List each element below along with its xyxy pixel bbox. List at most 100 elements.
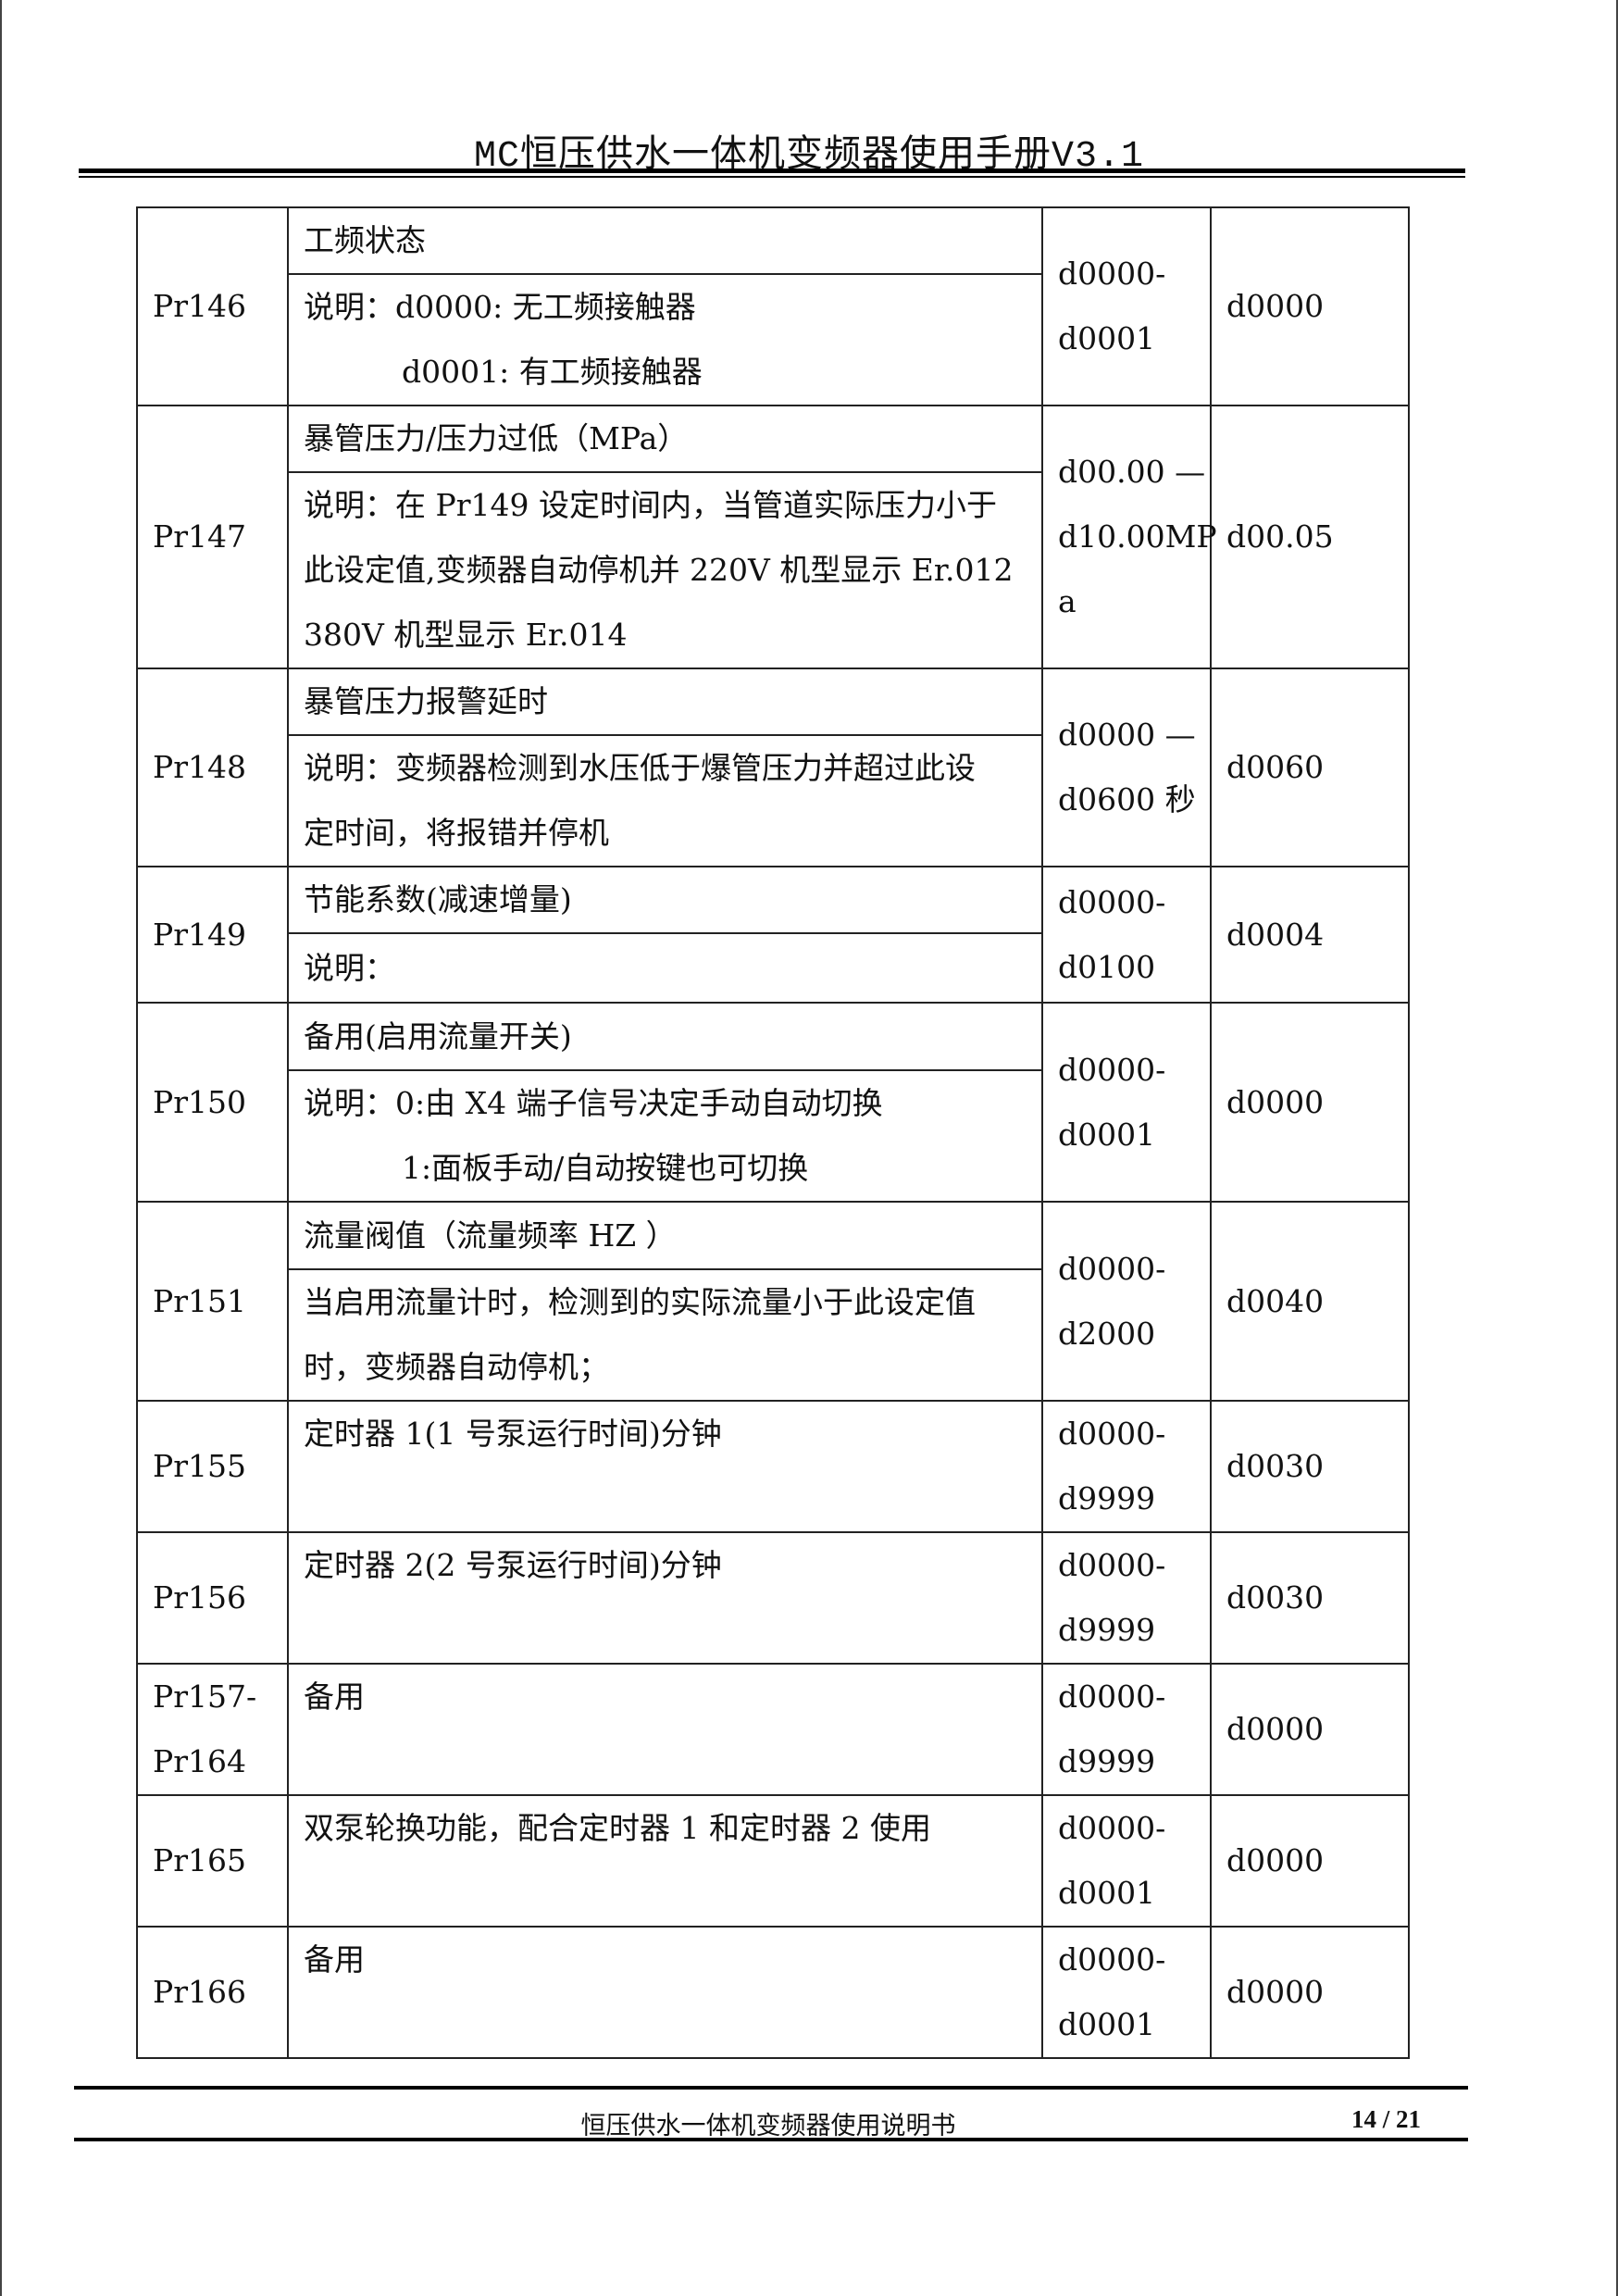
description-cell: 说明：0:由 X4 端子信号决定手动自动切换 1:面板手动/自动按键也可切换 (287, 1069, 1043, 1203)
default-cell: d0030 (1210, 1531, 1410, 1665)
range-line: d0000- (1058, 1678, 1166, 1715)
table-row: Pr156 定时器 2(2 号泵运行时间)分钟 d0000- d9999 d0030 (136, 1531, 1410, 1665)
footer-title: 恒压供水一体机变频器使用说明书 (580, 2112, 956, 2140)
param-id: Pr151 (153, 1282, 246, 1319)
range-line: d0000- (1058, 1051, 1166, 1088)
range-cell: d0000- d9999 (1041, 1400, 1212, 1533)
range-line: d0000- (1058, 883, 1166, 920)
range-line: d10.00MP (1058, 518, 1217, 555)
default-value: d0000 (1226, 1974, 1325, 2010)
default-value: d0030 (1226, 1579, 1325, 1616)
default-cell: d0000 (1210, 1794, 1410, 1928)
default-cell: d0000 (1210, 206, 1410, 406)
range-line: d0100 (1058, 948, 1156, 985)
param-id: Pr157- (153, 1678, 257, 1715)
description-line: 时，变频器自动停机； (304, 1349, 609, 1385)
range-line: a (1058, 583, 1077, 619)
range-line: d9999 (1058, 1612, 1156, 1648)
param-title-cell: 备用 (287, 1663, 1043, 1796)
description-line: 说明：变频器检测到水压低于爆管压力并超过此设 (304, 750, 976, 786)
param-title-cell: 双泵轮换功能，配合定时器 1 和定时器 2 使用 (287, 1794, 1043, 1928)
param-title-cell: 流量阀值（流量频率 HZ ） (287, 1201, 1043, 1270)
table-row: Pr155 定时器 1(1 号泵运行时间)分钟 d0000- d9999 d0030 (136, 1400, 1410, 1533)
description-line: 说明：在 Pr149 设定时间内，当管道实际压力小于 (304, 487, 997, 523)
table-row: Pr146 工频状态 d0000- d0001 d0000 (136, 206, 1410, 406)
description-line: 此设定值,变频器自动停机并 220V 机型显示 Er.012 (304, 552, 1014, 588)
param-id: Pr147 (153, 518, 246, 555)
default-value: d0000 (1226, 1083, 1325, 1120)
default-cell: d00.05 (1210, 405, 1410, 669)
param-cell: Pr156 (136, 1531, 289, 1665)
default-cell: d0000 (1210, 1926, 1410, 2059)
description-line: 1:面板手动/自动按键也可切换 (402, 1150, 809, 1186)
range-line: d9999 (1058, 1743, 1156, 1779)
description-cell: 说明：在 Pr149 设定时间内，当管道实际压力小于 此设定值,变频器自动停机并 … (287, 471, 1043, 669)
range-line: d0000- (1058, 1547, 1166, 1583)
table-subrow: 当启用流量计时，检测到的实际流量小于此设定值 时，变频器自动停机； (137, 1268, 1409, 1402)
default-value: d0040 (1226, 1282, 1325, 1319)
range-cell: d0000- d0001 (1041, 206, 1212, 406)
param-cell: Pr157- Pr164 (136, 1663, 289, 1796)
param-title: 定时器 1(1 号泵运行时间)分钟 (304, 1416, 722, 1452)
default-cell: d0000 (1210, 1663, 1410, 1796)
param-cell: Pr146 (136, 206, 289, 406)
range-cell: d0000- d9999 (1041, 1531, 1212, 1665)
default-value: d0000 (1226, 1842, 1325, 1878)
table-subrow: 说明：变频器检测到水压低于爆管压力并超过此设 定时间，将报错并停机 (137, 734, 1409, 867)
description-cell: 当启用流量计时，检测到的实际流量小于此设定值 时，变频器自动停机； (287, 1268, 1043, 1402)
table-row: Pr150 备用(启用流量开关) d0000- d0001 d0000 (136, 1002, 1410, 1203)
param-title-cell: 定时器 2(2 号泵运行时间)分钟 (287, 1531, 1043, 1665)
param-cell: Pr148 (136, 668, 289, 867)
description-cell: 说明：变频器检测到水压低于爆管压力并超过此设 定时间，将报错并停机 (287, 734, 1043, 867)
description-cell: 说明： (287, 932, 1043, 1004)
table-row: Pr166 备用 d0000- d0001 d0000 (136, 1926, 1410, 2059)
param-cell: Pr150 (136, 1002, 289, 1203)
param-title-cell: 暴管压力/压力过低（MPa） (287, 405, 1043, 473)
param-cell: Pr155 (136, 1400, 289, 1533)
range-cell: d0000- d0100 (1041, 866, 1212, 1004)
range-line: d0000- (1058, 1416, 1166, 1452)
param-title: 暴管压力/压力过低（MPa） (304, 420, 689, 456)
param-title-cell: 备用(启用流量开关) (287, 1002, 1043, 1071)
param-cell: Pr149 (136, 866, 289, 1004)
table-row: Pr151 流量阀值（流量频率 HZ ） d0000- d2000 d0040 (136, 1201, 1410, 1402)
page-edge-left (0, 0, 2, 2296)
range-line: d0600 秒 (1058, 781, 1196, 817)
range-cell: d0000 — d0600 秒 (1041, 668, 1212, 867)
description-line: 说明：d0000: 无工频接触器 (304, 289, 696, 325)
param-title-cell: 备用 (287, 1926, 1043, 2059)
param-title-cell: 定时器 1(1 号泵运行时间)分钟 (287, 1400, 1043, 1533)
range-cell: d00.00 — d10.00MP a (1041, 405, 1217, 669)
default-cell: d0040 (1210, 1201, 1410, 1402)
param-id: Pr166 (153, 1974, 246, 2010)
range-line: d0000- (1058, 1810, 1166, 1846)
range-line: d2000 (1058, 1315, 1156, 1352)
default-value: d0060 (1226, 749, 1325, 785)
range-line: d0000- (1058, 256, 1166, 292)
default-cell: d0004 (1210, 866, 1410, 1004)
param-cell: Pr166 (136, 1926, 289, 2059)
footer-divider-top (74, 2086, 1468, 2090)
table-row: Pr147 暴管压力/压力过低（MPa） d00.00 — d10.00MP a d00.… (136, 405, 1410, 669)
param-title: 备用(启用流量开关) (304, 1017, 572, 1054)
param-id: Pr150 (153, 1083, 246, 1120)
param-title: 备用 (304, 1941, 365, 1978)
param-title-cell: 暴管压力报警延时 (287, 668, 1043, 736)
default-value: d0000 (1226, 288, 1325, 324)
default-cell: d0030 (1210, 1400, 1410, 1533)
param-cell: Pr151 (136, 1201, 289, 1402)
table-row: Pr148 暴管压力报警延时 d0000 — d0600 秒 d0060 (136, 668, 1410, 867)
default-value: d0030 (1226, 1448, 1325, 1484)
description-line: 380V 机型显示 Er.014 (304, 617, 628, 653)
page-edge-right (1616, 0, 1618, 2296)
description-line: 说明： (304, 949, 395, 986)
param-id: Pr156 (153, 1579, 246, 1616)
description-line: 定时间，将报错并停机 (304, 815, 609, 851)
description-line: 当启用流量计时，检测到的实际流量小于此设定值 (304, 1284, 976, 1320)
default-value: d00.05 (1226, 518, 1334, 555)
default-cell: d0000 (1210, 1002, 1410, 1203)
param-id: Pr148 (153, 749, 246, 785)
param-id: Pr164 (153, 1743, 246, 1779)
range-line: d0000- (1058, 1941, 1166, 1978)
range-cell: d0000- d0001 (1041, 1002, 1212, 1203)
